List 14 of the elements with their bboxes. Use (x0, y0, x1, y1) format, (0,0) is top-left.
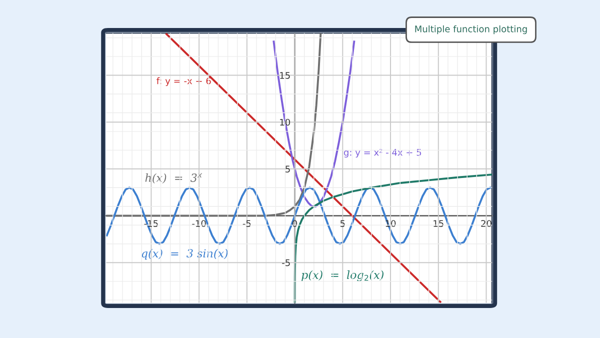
line-series (106, 186, 492, 245)
x-tick-label: 5 (340, 220, 345, 227)
line-series (106, 33, 322, 217)
y-tick-label: 10 (280, 118, 290, 126)
annotation: q(x) = 3 sin(x) (142, 248, 228, 260)
x-tick-label: -15 (144, 220, 158, 227)
line-series (272, 40, 356, 208)
chart-title: Multiple function plotting (415, 25, 527, 34)
y-tick-label: 5 (286, 166, 290, 172)
x-tick-label: -5 (242, 220, 251, 227)
y-tick-label: -5 (282, 259, 290, 266)
x-tick-label: 15 (434, 220, 444, 227)
y-tick-label: 15 (280, 72, 290, 79)
line-series (294, 174, 492, 303)
